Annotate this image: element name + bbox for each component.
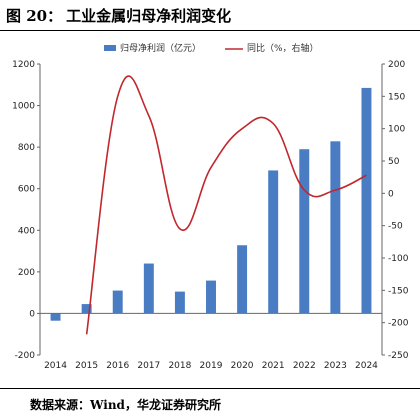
bar-2020 xyxy=(237,245,248,314)
left-tick-label: 1200 xyxy=(12,60,35,70)
x-tick-label-2024: 2024 xyxy=(355,361,378,371)
x-tick-label-2014: 2014 xyxy=(44,361,67,371)
figure-source: 数据来源：Wind，华龙证券研究所 xyxy=(30,398,221,412)
x-tick-label-2022: 2022 xyxy=(293,361,316,371)
left-tick-label: -200 xyxy=(15,351,36,361)
right-tick-label: -100 xyxy=(388,254,409,264)
right-tick-label: 200 xyxy=(388,60,405,70)
left-tick-label: 200 xyxy=(18,268,35,278)
left-tick-label: 400 xyxy=(18,226,35,236)
bar-2015 xyxy=(81,304,92,314)
figure-title-text: 工业金属归母净利润变化 xyxy=(66,7,232,25)
right-tick-label: 0 xyxy=(388,189,394,199)
legend-label-bars: 归母净利润（亿元） xyxy=(120,42,201,54)
right-tick-label: 150 xyxy=(388,92,405,102)
bar-2021 xyxy=(268,170,279,314)
x-tick-label-2020: 2020 xyxy=(231,361,254,371)
bar-2022 xyxy=(299,149,310,314)
left-tick-label: 800 xyxy=(18,143,35,153)
legend-swatch-bars xyxy=(104,45,116,51)
title-rule xyxy=(0,30,420,31)
bar-2019 xyxy=(206,280,216,314)
chart: -200020040060080010001200-250-200-150-10… xyxy=(12,42,409,371)
x-tick-label-2015: 2015 xyxy=(75,361,98,371)
x-tick-label-2023: 2023 xyxy=(324,361,347,371)
right-tick-label: 100 xyxy=(388,125,405,135)
x-tick-label-2017: 2017 xyxy=(137,361,160,371)
left-tick-label: 600 xyxy=(18,185,35,195)
right-tick-label: -50 xyxy=(388,222,403,232)
right-tick-label: 50 xyxy=(388,157,400,167)
x-tick-label-2016: 2016 xyxy=(106,361,129,371)
bar-2014 xyxy=(50,313,61,321)
right-tick-label: -250 xyxy=(388,351,409,361)
bar-2023 xyxy=(330,141,341,314)
x-tick-label-2019: 2019 xyxy=(200,361,223,371)
right-tick-label: -150 xyxy=(388,286,409,296)
yoy-line xyxy=(85,75,367,335)
left-tick-label: 1000 xyxy=(12,102,35,112)
figure-title: 图 20： 工业金属归母净利润变化 xyxy=(6,5,231,26)
x-tick-label-2021: 2021 xyxy=(262,361,285,371)
bar-2017 xyxy=(143,263,154,314)
bar-2016 xyxy=(112,290,123,314)
left-tick-label: 0 xyxy=(29,309,35,319)
bar-2024 xyxy=(361,87,372,314)
bar-2018 xyxy=(174,291,185,314)
source-rule xyxy=(0,388,420,389)
right-tick-label: -200 xyxy=(388,319,409,329)
legend-label-line: 同比（%，右轴） xyxy=(247,42,319,54)
x-tick-label-2018: 2018 xyxy=(168,361,191,371)
figure-label: 图 20： xyxy=(6,7,63,25)
